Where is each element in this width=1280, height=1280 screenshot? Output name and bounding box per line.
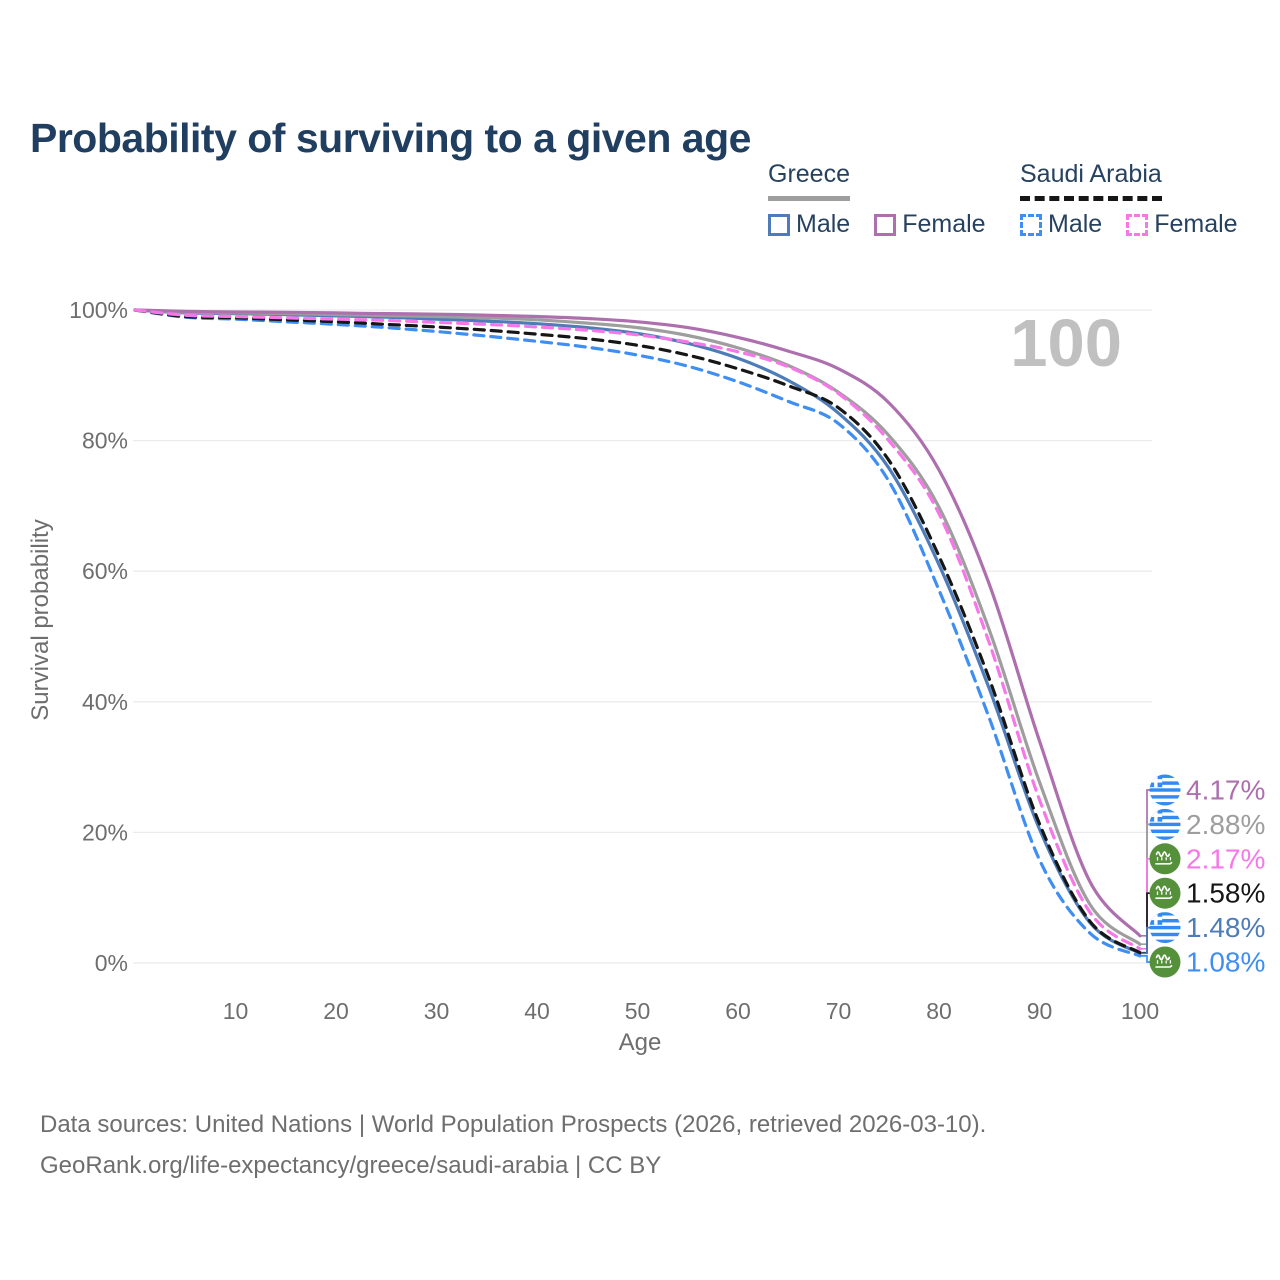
line-saudi-arabia-female[interactable] — [133, 308, 1142, 951]
y-axis-title: Survival probability — [27, 519, 54, 720]
legend-label-saudi-arabia-female: Female — [1154, 210, 1238, 238]
survival-probability-chart: 0% 20% 40% 60% 80% 100% 10 20 30 40 50 60 70 80 90 100 A… — [27, 297, 1265, 1056]
legend-label-saudi-arabia-male: Male — [1048, 210, 1103, 238]
legend-item-greece-female[interactable]: Female — [874, 210, 986, 239]
end-label-leader-greece-female — [1141, 789, 1151, 937]
x-axis-tick-label: 10 — [223, 998, 249, 1024]
data-sources-line: Data sources: United Nations | World Pop… — [40, 1111, 987, 1138]
y-axis-tick-label: 100% — [69, 297, 128, 323]
line-saudi-arabia-both[interactable] — [133, 308, 1142, 955]
y-axis-tick-label: 60% — [82, 558, 128, 584]
x-axis-tick-label: 20 — [323, 998, 349, 1024]
line-saudi-arabia-male[interactable] — [133, 308, 1142, 958]
legend-country-greece[interactable]: Greece — [768, 160, 850, 201]
saudi-arabia-flag-icon — [1149, 946, 1181, 978]
y-axis-tick-label: 40% — [82, 689, 128, 715]
legend-item-saudi-arabia-female[interactable]: Female — [1126, 210, 1238, 239]
saudi-arabia-flag-icon — [1149, 877, 1181, 909]
georank-url-line: GeoRank.org/life-expectancy/greece/saudi… — [40, 1152, 662, 1179]
saudi-arabia-female-swatch-icon — [1126, 213, 1149, 236]
legend-group-greece: Greece Male Female — [768, 160, 986, 239]
greece-flag-icon — [1149, 912, 1181, 944]
source-footer: Data sources: United Nations | World Pop… — [40, 1104, 986, 1186]
x-axis-tick-label: 30 — [424, 998, 450, 1024]
x-axis-tick-label: 80 — [926, 998, 952, 1024]
legend-group-saudi-arabia: Saudi Arabia Male Female — [1020, 160, 1238, 239]
greece-female-swatch-icon — [874, 213, 897, 236]
end-value-label-saudi-arabia-both[interactable]: 1.58% — [1186, 878, 1265, 909]
end-value-label-saudi-arabia-male[interactable]: 1.08% — [1186, 947, 1265, 978]
end-value-label-saudi-arabia-female[interactable]: 2.17% — [1186, 843, 1265, 874]
legend-label-greece-female: Female — [902, 210, 986, 238]
greece-flag-icon — [1149, 808, 1181, 840]
end-value-label-greece-both[interactable]: 2.88% — [1186, 809, 1265, 840]
x-axis-tick-label: 50 — [625, 998, 651, 1024]
y-axis-tick-label: 80% — [82, 428, 128, 454]
end-label-leader-greece-both — [1141, 823, 1151, 946]
y-axis-tick-label: 20% — [82, 819, 128, 845]
legend-label-greece-male: Male — [796, 210, 851, 238]
greece-male-swatch-icon — [768, 213, 790, 236]
line-greece-both[interactable] — [133, 308, 1142, 946]
end-label-leader-greece-male — [1141, 926, 1151, 955]
saudi-arabia-flag-icon — [1149, 843, 1181, 875]
saudi-arabia-male-swatch-icon — [1020, 213, 1042, 236]
line-greece-female[interactable] — [133, 308, 1142, 938]
x-axis-tick-label: 40 — [524, 998, 550, 1024]
x-axis-tick-label: 70 — [826, 998, 852, 1024]
x-axis-title: Age — [619, 1029, 662, 1056]
age-counter-watermark: 100 — [1010, 306, 1122, 381]
legend-item-saudi-arabia-male[interactable]: Male — [1020, 210, 1102, 239]
x-axis-tick-label: 100 — [1121, 998, 1159, 1024]
x-axis-tick-label: 60 — [725, 998, 751, 1024]
legend-country-saudi-arabia[interactable]: Saudi Arabia — [1020, 160, 1162, 201]
legend-item-greece-male[interactable]: Male — [768, 210, 850, 239]
end-value-label-greece-male[interactable]: 1.48% — [1186, 912, 1265, 943]
y-axis-tick-label: 0% — [95, 950, 128, 976]
greece-flag-icon — [1149, 774, 1181, 806]
x-axis-tick-label: 90 — [1027, 998, 1053, 1024]
page-title: Probability of surviving to a given age — [30, 115, 751, 162]
end-value-label-greece-female[interactable]: 4.17% — [1186, 775, 1265, 806]
end-label-leader-saudi-arabia-male — [1141, 955, 1151, 963]
